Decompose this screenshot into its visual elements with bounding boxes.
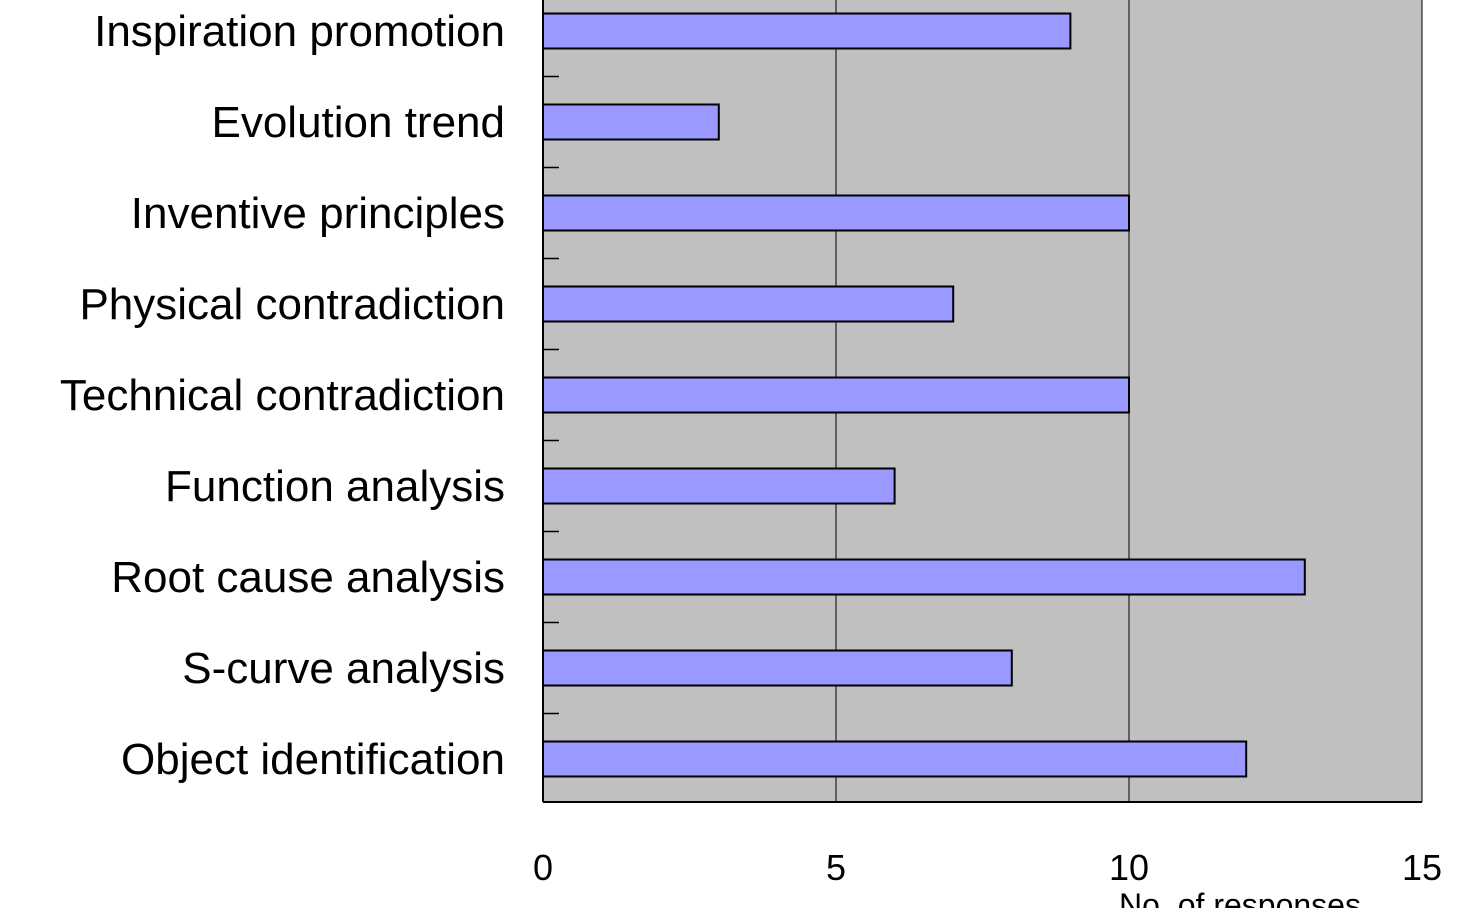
bar-3	[542, 194, 1130, 232]
category-label-4: Physical contradiction	[79, 280, 505, 329]
bar-6	[542, 467, 896, 505]
x-tick-label-5: 5	[826, 847, 846, 888]
bar-8	[542, 649, 1013, 687]
category-label-9: Object identification	[121, 735, 505, 784]
x-tick-label-0: 0	[533, 847, 553, 888]
bar-2	[542, 103, 720, 141]
bar-1	[542, 12, 1072, 50]
category-label-6: Function analysis	[165, 462, 505, 511]
category-label-3: Inventive principles	[131, 189, 505, 238]
category-label-8: S-curve analysis	[182, 644, 505, 693]
x-tick-labels: 0 5 10 15	[533, 847, 1442, 888]
bar-9	[542, 740, 1248, 778]
axes	[542, 0, 1422, 803]
category-label-2: Evolution trend	[211, 98, 505, 147]
bar-4	[542, 285, 955, 323]
x-tick-label-15: 15	[1402, 847, 1442, 888]
bars	[542, 12, 1306, 778]
x-tick-label-10: 10	[1109, 847, 1149, 888]
bar-7	[542, 558, 1306, 596]
bar-5	[542, 376, 1130, 414]
category-label-7: Root cause analysis	[111, 553, 505, 602]
category-label-1: Inspiration promotion	[94, 7, 505, 56]
category-labels: Inspiration promotion Evolution trend Inve…	[60, 7, 505, 784]
category-label-5: Technical contradiction	[60, 371, 505, 420]
x-axis-title: No. of responses	[1119, 887, 1361, 908]
